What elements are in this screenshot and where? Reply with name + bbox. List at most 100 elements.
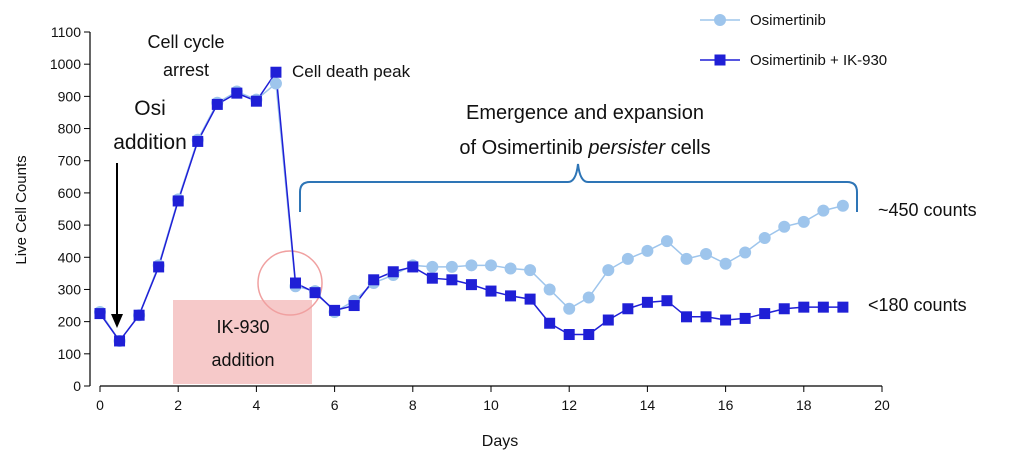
x-tick-label: 10 xyxy=(483,397,499,413)
y-tick-label: 100 xyxy=(58,346,82,362)
annotation-run: ~450 counts xyxy=(878,200,977,220)
x-tick-label: 12 xyxy=(561,397,577,413)
point xyxy=(797,215,810,228)
x-axis-title: Days xyxy=(482,433,518,450)
point xyxy=(621,252,634,265)
point xyxy=(543,283,556,296)
x-tick-label: 14 xyxy=(640,397,656,413)
annotation-run: Cell death peak xyxy=(292,62,411,81)
highlight-circle xyxy=(257,250,323,316)
annotation: Emergence and expansion xyxy=(466,102,704,124)
point xyxy=(172,195,184,207)
y-tick-label: 1100 xyxy=(51,24,81,40)
annotation: IK-930 xyxy=(216,317,269,337)
annotation: arrest xyxy=(163,60,209,80)
y-tick-label: 300 xyxy=(58,281,82,297)
legend-marker xyxy=(714,14,726,26)
legend-marker xyxy=(714,54,726,66)
brace xyxy=(299,163,858,212)
point xyxy=(798,301,810,313)
point xyxy=(720,314,732,326)
point xyxy=(368,274,380,286)
annotation-run: of Osimertinib xyxy=(459,137,588,159)
annotation-run: cells xyxy=(665,137,711,159)
point xyxy=(524,293,536,305)
annotation: of Osimertinib persister cells xyxy=(459,137,710,159)
point xyxy=(641,244,654,257)
y-axis-title: Live Cell Counts xyxy=(13,155,30,264)
point xyxy=(680,252,693,265)
point xyxy=(114,335,126,347)
point xyxy=(465,259,478,272)
x-tick-label: 18 xyxy=(796,397,812,413)
point xyxy=(602,264,615,277)
point xyxy=(505,290,517,302)
x-tick-label: 20 xyxy=(874,397,890,413)
y-tick-label: 1000 xyxy=(50,56,81,72)
point xyxy=(250,95,262,107)
point xyxy=(563,329,575,341)
point xyxy=(309,287,321,299)
x-tick-label: 2 xyxy=(174,397,182,413)
annotation-run: addition xyxy=(211,350,274,370)
point xyxy=(758,231,771,244)
annotation: <180 counts xyxy=(868,295,967,315)
point xyxy=(622,303,634,315)
point xyxy=(329,304,341,316)
y-tick-label: 200 xyxy=(58,314,82,330)
point xyxy=(426,260,439,273)
annotation: Cell death peak xyxy=(292,62,411,81)
annotation: Osi xyxy=(134,97,166,120)
point xyxy=(817,301,829,313)
point xyxy=(582,291,595,304)
x-tick-label: 16 xyxy=(718,397,734,413)
point xyxy=(192,135,204,147)
point xyxy=(563,302,576,315)
y-tick-label: 500 xyxy=(58,217,82,233)
x-tick-label: 0 xyxy=(96,397,104,413)
annotation-run: Cell cycle xyxy=(147,32,224,52)
point xyxy=(700,248,713,261)
annotation: Cell cycle xyxy=(147,32,224,52)
point xyxy=(485,259,497,272)
y-tick-label: 700 xyxy=(58,153,82,169)
point xyxy=(94,308,106,320)
point xyxy=(426,272,438,284)
annotation: ~450 counts xyxy=(878,200,977,220)
annotation-run: Osi xyxy=(134,97,166,120)
point xyxy=(269,77,282,90)
legend-label: Osimertinib + IK-930 xyxy=(750,52,887,69)
point xyxy=(583,329,595,341)
point xyxy=(700,311,712,323)
point xyxy=(739,312,751,324)
point xyxy=(660,235,673,248)
point xyxy=(270,66,282,78)
point xyxy=(133,309,145,321)
annotation-run: persister xyxy=(587,137,666,159)
point xyxy=(817,204,830,217)
point xyxy=(837,301,849,313)
point xyxy=(211,98,223,110)
point xyxy=(719,257,732,270)
y-tick-label: 900 xyxy=(58,88,82,104)
point xyxy=(778,220,791,233)
point xyxy=(348,300,360,312)
point xyxy=(446,274,458,286)
annotation-run: Emergence and expansion xyxy=(466,102,704,124)
annotation-run: arrest xyxy=(163,60,209,80)
point xyxy=(602,314,614,326)
point xyxy=(641,296,653,308)
point xyxy=(231,87,243,99)
point xyxy=(387,266,399,278)
point xyxy=(407,261,419,273)
arrow-head xyxy=(111,314,123,328)
point xyxy=(153,261,165,273)
annotation-run: addition xyxy=(113,131,187,154)
point xyxy=(544,317,556,329)
point xyxy=(836,199,849,212)
point xyxy=(290,277,301,289)
y-tick-label: 800 xyxy=(58,121,82,137)
treatment-box xyxy=(173,300,312,384)
x-tick-label: 8 xyxy=(409,397,417,413)
point xyxy=(485,285,497,297)
